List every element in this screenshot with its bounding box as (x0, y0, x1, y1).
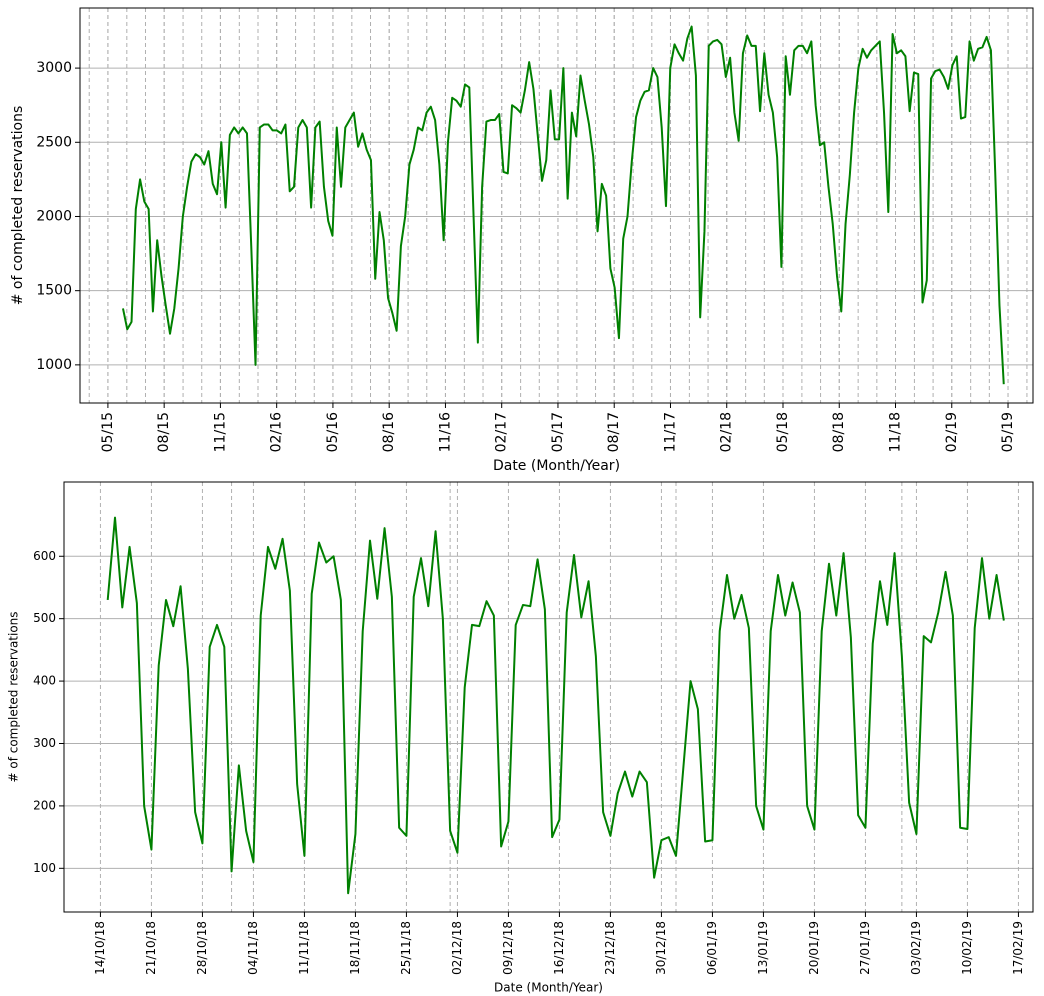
y-tick-label: 200 (33, 798, 56, 812)
x-tick-label: 13/01/19 (756, 921, 770, 975)
y-axis-label: # of completed reservations (10, 106, 26, 306)
x-tick-label: 08/17 (606, 412, 622, 452)
x-tick-label: 10/02/19 (960, 921, 974, 975)
x-tick-label: 06/01/19 (705, 921, 719, 975)
x-axis-label: Date (Month/Year) (493, 458, 620, 474)
x-tick-label: 04/11/18 (246, 921, 260, 975)
x-tick-label: 30/12/18 (654, 921, 668, 975)
x-tick-label: 02/18 (719, 412, 735, 452)
x-tick-label: 18/11/18 (348, 921, 362, 975)
x-tick-label: 05/18 (775, 412, 791, 452)
x-tick-label: 11/16 (437, 412, 453, 452)
y-tick-label: 500 (33, 611, 56, 625)
x-tick-label: 08/16 (381, 412, 397, 452)
x-tick-label: 21/10/18 (144, 921, 158, 975)
x-tick-label: 23/12/18 (603, 921, 617, 975)
x-axis-label: Date (Month/Year) (494, 981, 603, 995)
x-tick-label: 17/02/19 (1011, 921, 1025, 975)
y-tick-label: 2000 (36, 208, 72, 224)
x-tick-label: 20/01/19 (807, 921, 821, 975)
x-tick-label: 02/16 (269, 412, 285, 452)
data-line (106, 516, 1005, 895)
plot-frame (63, 481, 1034, 913)
y-tick-label: 2500 (36, 134, 72, 150)
x-tick-label: 02/17 (494, 412, 510, 452)
data-line (122, 25, 1005, 385)
y-tick-label: 400 (33, 674, 56, 688)
x-tick-label: 02/12/18 (450, 921, 464, 975)
x-tick-label: 11/17 (662, 412, 678, 452)
x-tick-label: 03/02/19 (909, 921, 923, 975)
x-tick-label: 14/10/18 (93, 921, 107, 975)
y-axis-label: # of completed reservations (7, 611, 21, 782)
x-tick-label: 28/10/18 (195, 921, 209, 975)
y-tick-label: 600 (33, 549, 56, 563)
y-tick-label: 300 (33, 736, 56, 750)
x-tick-label: 27/01/19 (858, 921, 872, 975)
x-tick-label: 08/15 (156, 412, 172, 452)
x-tick-label: 11/18 (888, 412, 904, 452)
x-tick-label: 08/18 (831, 412, 847, 452)
plot-frame (79, 7, 1034, 404)
y-tick-label: 1000 (36, 357, 72, 373)
x-tick-label: 05/17 (550, 412, 566, 452)
y-tick-label: 3000 (36, 60, 72, 76)
x-tick-label: 16/12/18 (552, 921, 566, 975)
x-tick-label: 09/12/18 (501, 921, 515, 975)
x-tick-label: 11/11/18 (297, 921, 311, 975)
x-tick-label: 05/15 (100, 412, 116, 452)
y-tick-label: 1500 (36, 283, 72, 299)
x-tick-label: 02/19 (944, 412, 960, 452)
x-tick-label: 05/16 (325, 412, 341, 452)
x-tick-label: 05/19 (1000, 412, 1016, 452)
y-tick-label: 100 (33, 861, 56, 875)
x-tick-label: 11/15 (212, 412, 228, 452)
x-tick-label: 25/11/18 (399, 921, 413, 975)
